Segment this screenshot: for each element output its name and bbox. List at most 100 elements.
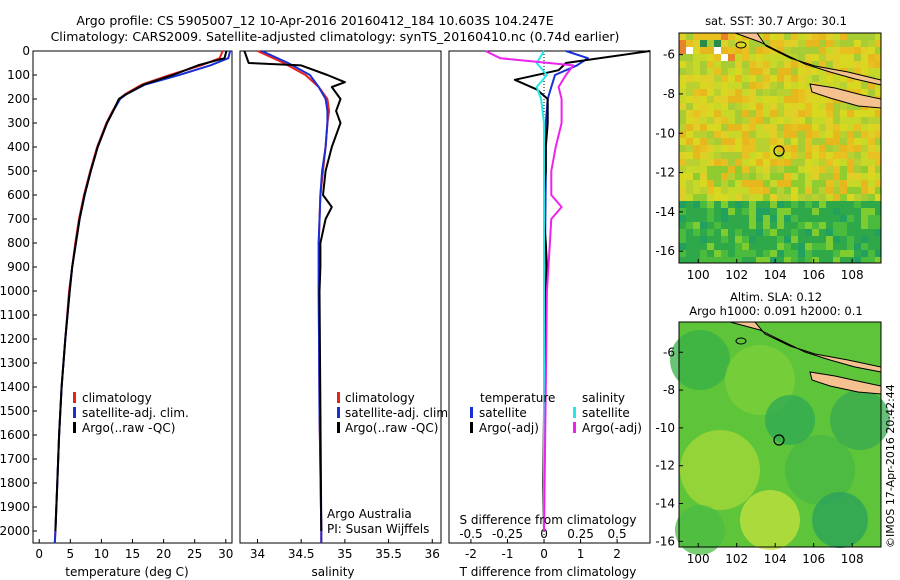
sst-cell xyxy=(805,201,812,208)
depth-tick-label: 100 xyxy=(7,68,30,82)
sst-cell xyxy=(833,257,840,263)
sst-cell xyxy=(833,187,840,194)
sst-cell xyxy=(749,124,756,131)
sst-cell xyxy=(749,82,756,89)
sst-cell xyxy=(812,222,819,229)
sst-cell xyxy=(875,89,881,96)
sst-cell xyxy=(812,257,819,263)
sst-cell xyxy=(742,229,749,236)
sst-cell xyxy=(700,257,707,263)
sst-cell xyxy=(777,222,784,229)
sst-cell xyxy=(819,54,826,61)
sst-cell xyxy=(714,96,721,103)
sst-cell xyxy=(784,208,791,215)
sst-cell xyxy=(721,40,728,47)
sst-cell xyxy=(679,250,686,257)
sst-cell xyxy=(742,82,749,89)
depth-tick-label: 0 xyxy=(22,44,30,58)
sst-cell xyxy=(728,208,735,215)
sst-cell xyxy=(805,103,812,110)
sst-cell xyxy=(777,194,784,201)
sst-cell xyxy=(728,131,735,138)
sst-cell xyxy=(693,33,700,40)
sst-cell xyxy=(700,103,707,110)
sst-cell xyxy=(777,40,784,47)
sst-cell xyxy=(756,173,763,180)
sst-cell xyxy=(728,215,735,222)
sst-cell xyxy=(742,236,749,243)
sst-cell xyxy=(854,54,861,61)
sst-cell xyxy=(679,236,686,243)
lat-tick-label: -6 xyxy=(663,345,675,359)
sst-cell xyxy=(721,180,728,187)
lon-tick-label: 106 xyxy=(802,552,825,566)
sst-cell xyxy=(763,194,770,201)
sst-cell xyxy=(770,110,777,117)
sst-cell xyxy=(749,208,756,215)
sst-cell xyxy=(875,257,881,263)
sst-cell xyxy=(833,173,840,180)
sst-cell xyxy=(826,208,833,215)
sst-cell xyxy=(840,47,847,54)
sst-cell xyxy=(686,54,693,61)
sst-cell xyxy=(742,215,749,222)
sst-cell xyxy=(847,222,854,229)
sst-cell xyxy=(812,243,819,250)
sst-cell xyxy=(707,173,714,180)
sst-cell xyxy=(770,166,777,173)
sst-cell xyxy=(791,68,798,75)
sst-cell xyxy=(798,82,805,89)
sst-cell xyxy=(735,180,742,187)
depth-axis: 0 100 200 300 400 500 600 700 800 900 1000 1100 1200… xyxy=(0,44,37,538)
sst-cell xyxy=(686,89,693,96)
sst-cell xyxy=(868,68,875,75)
sst-cell xyxy=(791,75,798,82)
sst-cell xyxy=(819,33,826,40)
sst-cell xyxy=(847,236,854,243)
s-difference-label: S difference from climatology xyxy=(460,513,637,527)
sst-cell xyxy=(700,131,707,138)
sst-cell xyxy=(791,40,798,47)
sst-cell xyxy=(756,47,763,54)
sst-cell xyxy=(735,187,742,194)
sst-cell xyxy=(868,180,875,187)
sst-cell xyxy=(756,187,763,194)
sst-cell xyxy=(707,96,714,103)
sst-cell xyxy=(784,250,791,257)
header-line-1: Argo profile: CS 5905007_12 10-Apr-2016 … xyxy=(76,13,553,28)
sst-cell xyxy=(756,117,763,124)
sst-cell xyxy=(833,54,840,61)
sst-cell xyxy=(826,173,833,180)
sst-cell xyxy=(868,131,875,138)
sst-cell xyxy=(756,166,763,173)
sst-cell xyxy=(721,96,728,103)
depth-tick-label: 300 xyxy=(7,116,30,130)
sst-cell xyxy=(826,131,833,138)
sst-cell xyxy=(847,124,854,131)
sst-cell xyxy=(707,40,714,47)
sst-cell xyxy=(875,145,881,152)
sst-cell xyxy=(721,124,728,131)
sst-cell xyxy=(812,236,819,243)
sst-cell xyxy=(756,103,763,110)
sst-cell xyxy=(805,180,812,187)
sst-cell xyxy=(714,208,721,215)
sst-cell xyxy=(847,243,854,250)
credit-text: ©IMOS 17-Apr-2016 20:42:44 xyxy=(884,384,897,548)
sst-cell xyxy=(770,215,777,222)
sst-cell xyxy=(714,173,721,180)
legend-swatch-climatology xyxy=(337,392,340,403)
legend-swatch-argo xyxy=(337,422,340,433)
sst-cell xyxy=(819,215,826,222)
sst-cell xyxy=(777,229,784,236)
sst-cell xyxy=(714,257,721,263)
sst-cell xyxy=(721,47,728,54)
sst-cell xyxy=(735,250,742,257)
sst-cell xyxy=(819,47,826,54)
lon-tick-label: 104 xyxy=(764,552,787,566)
sst-cell xyxy=(791,166,798,173)
legend-swatch-satellite xyxy=(337,407,340,418)
sst-cell xyxy=(826,61,833,68)
sst-cell xyxy=(861,110,868,117)
sst-cell xyxy=(693,47,700,54)
